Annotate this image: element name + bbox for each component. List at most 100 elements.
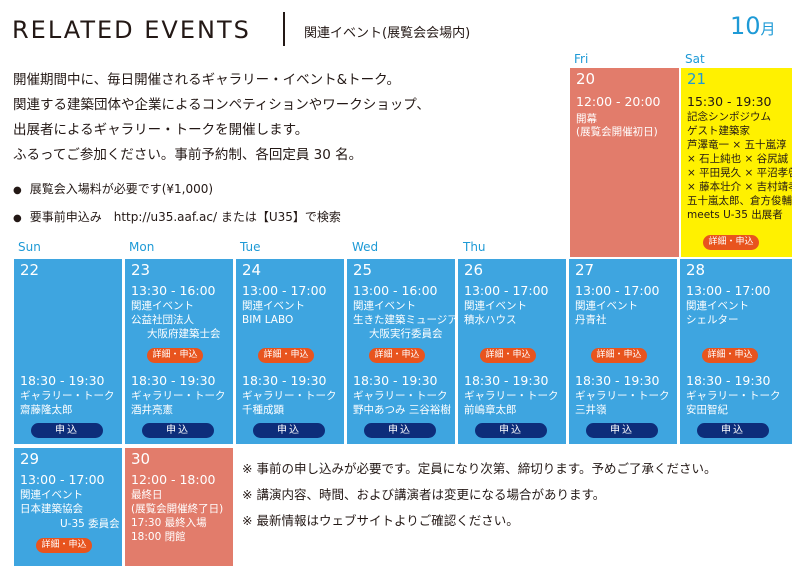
gallery-talk-speaker: 酒井亮憲: [131, 404, 173, 416]
gallery-talk-title: ギャラリー・トーク: [686, 390, 781, 402]
event-line: 関連イベント: [131, 300, 194, 312]
day-cell-26: 26 13:00 - 17:00 関連イベント 積水ハウス 詳細・申込 18:3…: [458, 259, 566, 444]
intro-line: ふるってご参加ください。事前予約制、各回定員 30 名。: [13, 147, 363, 163]
event-line: BIM LABO: [242, 314, 294, 326]
day-cell-30: 30 12:00 - 18:00 最終日 (展覧会開催終了日) 17:30 最終…: [125, 448, 233, 566]
apply-button[interactable]: 申込: [697, 423, 769, 438]
event-time: 13:00 - 17:00: [20, 472, 105, 487]
event-line: 積水ハウス: [464, 314, 517, 326]
title-divider: [283, 12, 285, 46]
event-line: 関連イベント: [575, 300, 638, 312]
gallery-talk-time: 18:30 - 19:30: [20, 373, 105, 388]
weekday-mon: Mon: [129, 240, 155, 254]
footer-note: ※ 最新情報はウェブサイトよりご確認ください。: [242, 513, 519, 528]
day-number: 20: [576, 70, 596, 88]
details-apply-button[interactable]: 詳細・申込: [258, 348, 314, 363]
event-time: 13:00 - 16:00: [353, 283, 438, 298]
details-apply-button[interactable]: 詳細・申込: [480, 348, 536, 363]
details-apply-button[interactable]: 詳細・申込: [702, 348, 758, 363]
event-time: 13:00 - 17:00: [686, 283, 771, 298]
intro-notes: ● 展覧会入場料が必要です(¥1,000) ● 要事前申込み http://u35.…: [13, 176, 341, 232]
bullet-icon: ●: [13, 185, 22, 196]
intro-line: 関連する建築団体や企業によるコンペティションやワークショップ、: [13, 97, 430, 113]
day-cell-20: 20 12:00 - 20:00 開幕 (展覧会開催初日): [570, 68, 679, 257]
event-time: 13:00 - 17:00: [464, 283, 549, 298]
apply-button[interactable]: 申込: [475, 423, 547, 438]
day-number: 25: [353, 261, 373, 279]
day-number: 28: [686, 261, 706, 279]
event-line: 芦澤竜一 × 五十嵐淳: [687, 139, 787, 151]
note-admission-text: 展覧会入場料が必要です(¥1,000): [29, 182, 214, 196]
gallery-talk-time: 18:30 - 19:30: [464, 373, 549, 388]
weekday-sun: Sun: [18, 240, 41, 254]
event-line: U-35 委員会: [60, 518, 120, 530]
day-number: 30: [131, 450, 151, 468]
event-line: 丹青社: [575, 314, 607, 326]
gallery-talk-speaker: 齋藤隆太郎: [20, 404, 73, 416]
gallery-talk-time: 18:30 - 19:30: [353, 373, 438, 388]
gallery-talk-title: ギャラリー・トーク: [353, 390, 448, 402]
weekday-sat: Sat: [685, 52, 705, 66]
footer-notes: ※ 事前の申し込みが必要です。定員になり次第、締切ります。予めご了承ください。 …: [242, 456, 716, 534]
day-cell-28: 28 13:00 - 17:00 関連イベント シェルター 詳細・申込 18:3…: [680, 259, 792, 444]
details-apply-button[interactable]: 詳細・申込: [703, 235, 759, 250]
day-number: 26: [464, 261, 484, 279]
gallery-talk-title: ギャラリー・トーク: [575, 390, 670, 402]
gallery-talk-time: 18:30 - 19:30: [686, 373, 771, 388]
day-cell-23: 23 13:30 - 16:00 関連イベント 公益社団法人 大阪府建築士会 詳…: [125, 259, 233, 444]
gallery-talk-speaker: 三井嶺: [575, 404, 607, 416]
gallery-talk-time: 18:30 - 19:30: [242, 373, 327, 388]
event-time: 13:00 - 17:00: [242, 283, 327, 298]
note-registration: ● 要事前申込み http://u35.aaf.ac/ または【U35】で検索: [13, 204, 341, 232]
weekday-wed: Wed: [352, 240, 379, 254]
event-line: 生きた建築ミュージアム: [353, 314, 455, 326]
apply-button[interactable]: 申込: [586, 423, 658, 438]
day-cell-24: 24 13:00 - 17:00 関連イベント BIM LABO 詳細・申込 1…: [236, 259, 344, 444]
event-time: 15:30 - 19:30: [687, 94, 772, 109]
event-line: 最終日: [131, 489, 163, 501]
event-time: 12:00 - 18:00: [131, 472, 216, 487]
weekday-thu: Thu: [463, 240, 486, 254]
event-line: × 石上純也 × 谷尻誠: [687, 153, 789, 165]
gallery-talk-speaker: 前嶋章太郎: [464, 404, 517, 416]
details-apply-button[interactable]: 詳細・申込: [369, 348, 425, 363]
event-line: 日本建築協会: [20, 503, 83, 515]
event-time: 13:00 - 17:00: [575, 283, 660, 298]
day-number: 27: [575, 261, 595, 279]
event-line: (展覧会開催初日): [576, 126, 658, 138]
bullet-icon: ●: [13, 213, 22, 224]
apply-button[interactable]: 申込: [253, 423, 325, 438]
note-admission: ● 展覧会入場料が必要です(¥1,000): [13, 176, 341, 204]
gallery-talk-time: 18:30 - 19:30: [575, 373, 660, 388]
gallery-talk-speaker: 千種成顕: [242, 404, 284, 416]
event-line: シェルター: [686, 314, 739, 326]
day-number: 22: [20, 261, 40, 279]
gallery-talk-title: ギャラリー・トーク: [131, 390, 226, 402]
event-line: 大阪府建築士会: [147, 328, 221, 340]
day-number: 24: [242, 261, 262, 279]
gallery-talk-time: 18:30 - 19:30: [131, 373, 216, 388]
gallery-talk-title: ギャラリー・トーク: [242, 390, 337, 402]
footer-note: ※ 講演内容、時間、および講演者は変更になる場合があります。: [242, 487, 606, 502]
details-apply-button[interactable]: 詳細・申込: [36, 538, 92, 553]
event-line: 関連イベント: [686, 300, 749, 312]
apply-button[interactable]: 申込: [364, 423, 436, 438]
details-apply-button[interactable]: 詳細・申込: [591, 348, 647, 363]
intro-line: 開催期間中に、毎日開催されるギャラリー・イベント&トーク。: [13, 72, 401, 88]
note-registration-text[interactable]: 要事前申込み http://u35.aaf.ac/ または【U35】で検索: [29, 210, 341, 224]
details-apply-button[interactable]: 詳細・申込: [147, 348, 203, 363]
gallery-talk-speaker: 安田智紀: [686, 404, 728, 416]
apply-button[interactable]: 申込: [31, 423, 103, 438]
event-line: × 平田晃久 × 平沼孝啓: [687, 167, 792, 179]
day-number: 23: [131, 261, 151, 279]
page-title: RELATED EVENTS: [12, 16, 251, 44]
page-subtitle: 関連イベント(展覧会会場内): [304, 26, 471, 41]
day-number: 29: [20, 450, 40, 468]
intro-text: 開催期間中に、毎日開催されるギャラリー・イベント&トーク。 関連する建築団体や企…: [13, 68, 430, 168]
day-cell-27: 27 13:00 - 17:00 関連イベント 丹青社 詳細・申込 18:30 …: [569, 259, 677, 444]
apply-button[interactable]: 申込: [142, 423, 214, 438]
event-time: 13:30 - 16:00: [131, 283, 216, 298]
day-cell-29: 29 13:00 - 17:00 関連イベント 日本建築協会 U-35 委員会 …: [14, 448, 122, 566]
event-line: 記念シンポジウム: [687, 111, 771, 123]
day-cell-21: 21 15:30 - 19:30 記念シンポジウム ゲスト建築家 芦澤竜一 × …: [681, 68, 792, 257]
